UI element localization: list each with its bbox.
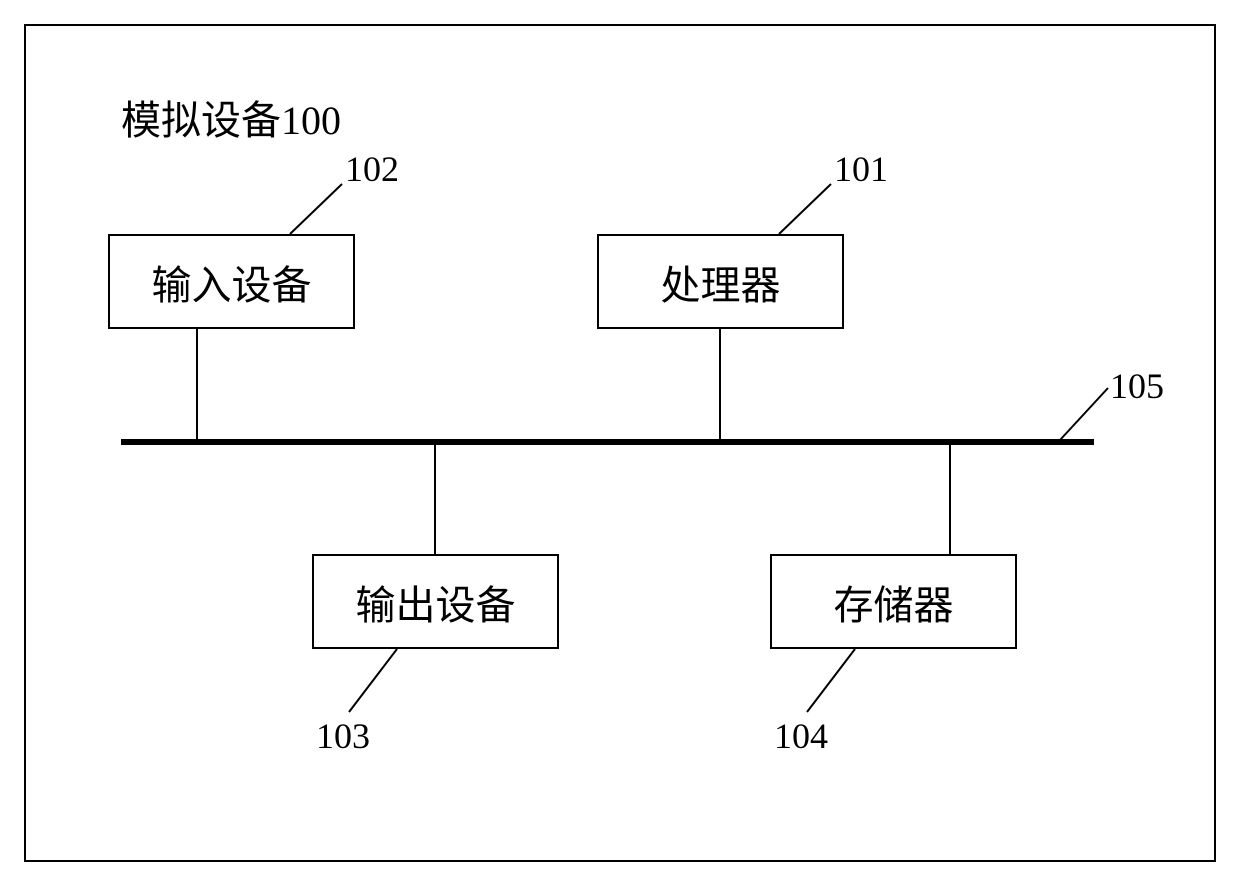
node-processor: 处理器	[597, 234, 844, 329]
diagram-outer-frame	[24, 24, 1216, 862]
node-output-device: 输出设备	[312, 554, 559, 649]
node-input-device: 输入设备	[108, 234, 355, 329]
ref-label-102: 102	[345, 148, 399, 190]
node-memory: 存储器	[770, 554, 1017, 649]
ref-label-104: 104	[774, 715, 828, 757]
node-input-device-label: 输入设备	[152, 253, 312, 311]
node-output-device-label: 输出设备	[356, 573, 516, 631]
node-processor-label: 处理器	[661, 253, 781, 311]
node-memory-label: 存储器	[834, 573, 954, 631]
ref-label-101: 101	[834, 148, 888, 190]
diagram-title: 模拟设备100	[121, 88, 341, 146]
ref-label-103: 103	[316, 715, 370, 757]
ref-label-105: 105	[1110, 365, 1164, 407]
